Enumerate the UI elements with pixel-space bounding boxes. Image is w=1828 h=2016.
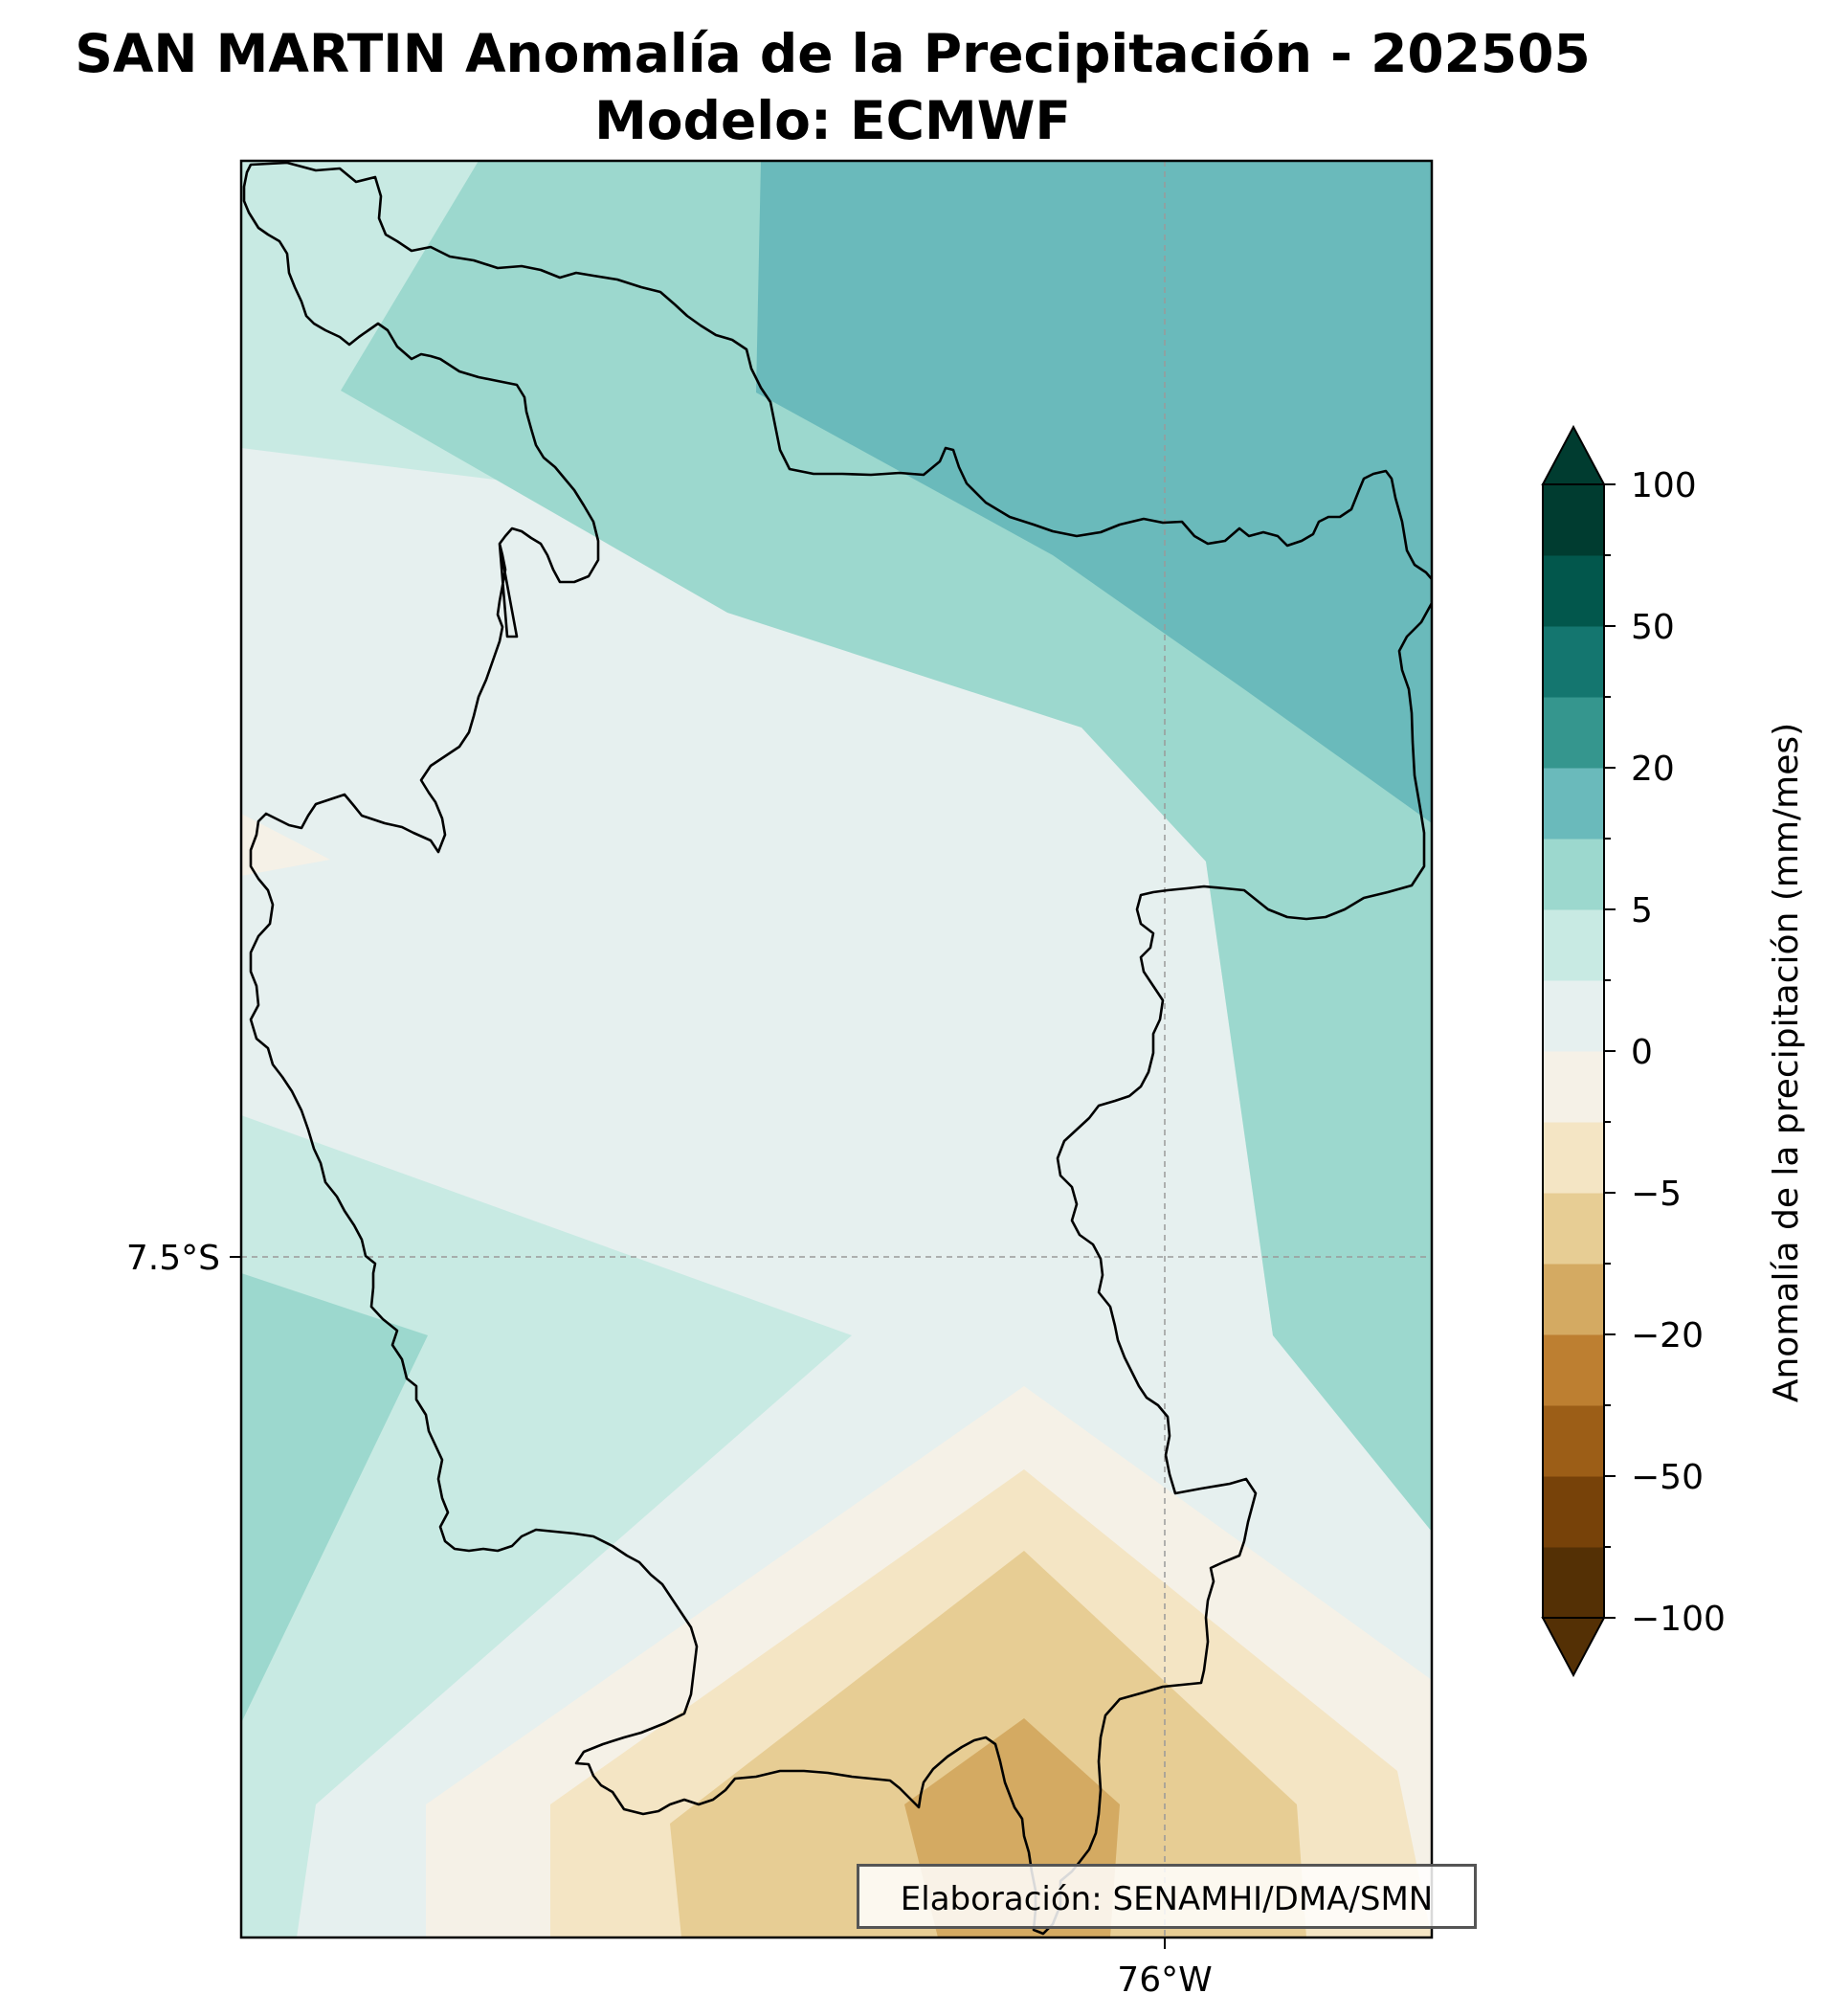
- map-subtitle: Modelo: ECMWF: [594, 90, 1071, 151]
- colorbar-bin: [1543, 626, 1604, 698]
- anomaly-fill-5-10-west: [241, 1273, 428, 1723]
- colorbar-bin: [1543, 909, 1604, 981]
- anomaly-fill-10-20-northeast: [756, 161, 1432, 823]
- colorbar-bin: [1543, 1476, 1604, 1548]
- colorbar-bin: [1543, 1334, 1604, 1406]
- map-frame: [239, 159, 1434, 1939]
- colorbar-label: Anomalía de la precipitación (mm/mes): [1767, 723, 1806, 1402]
- colorbar-bin: [1543, 697, 1604, 769]
- colorbar-tick-label: 5: [1631, 891, 1653, 930]
- lon-label: 76°W: [1117, 1960, 1212, 2000]
- colorbar-bin: [1543, 980, 1604, 1052]
- region-boundary: [242, 161, 1432, 1936]
- colorbar-tick-label: 20: [1631, 750, 1675, 789]
- colorbar-tick-label: −20: [1631, 1316, 1704, 1355]
- colorbar-tick-label: 100: [1631, 466, 1697, 505]
- colorbar-bin: [1543, 1122, 1604, 1194]
- colorbar-bin: [1543, 1405, 1604, 1477]
- colorbar-tick-label: 50: [1631, 608, 1675, 647]
- colorbar-tick-label: 0: [1631, 1033, 1653, 1072]
- lat-label: 7.5°S: [126, 1239, 220, 1278]
- anomaly-fill-neg2-0-west: [241, 814, 330, 876]
- colorbar-extend-min: [1541, 1617, 1606, 1678]
- map-title: SAN MARTIN Anomalía de la Precipitación …: [75, 23, 1591, 84]
- colorbar-bin: [1543, 839, 1604, 910]
- colorbar-tick-label: −100: [1631, 1600, 1726, 1639]
- colorbar-bin: [1543, 1051, 1604, 1123]
- colorbar-tick-label: −50: [1631, 1458, 1704, 1497]
- colorbar-bin: [1543, 1193, 1604, 1265]
- colorbar-bin: [1543, 555, 1604, 627]
- colorbar-bin: [1543, 1264, 1604, 1335]
- anomaly-fill-2-5-southwest: [241, 1115, 852, 1938]
- colorbar-tick-label: −5: [1631, 1175, 1682, 1214]
- anomaly-map: [241, 161, 1432, 1938]
- colorbar-bin: [1543, 484, 1604, 556]
- credit-box: Elaboración: SENAMHI/DMA/SMN: [857, 1864, 1477, 1929]
- colorbar-extend-max: [1541, 424, 1606, 485]
- colorbar-bin: [1543, 768, 1604, 840]
- colorbar-bin: [1543, 1547, 1604, 1619]
